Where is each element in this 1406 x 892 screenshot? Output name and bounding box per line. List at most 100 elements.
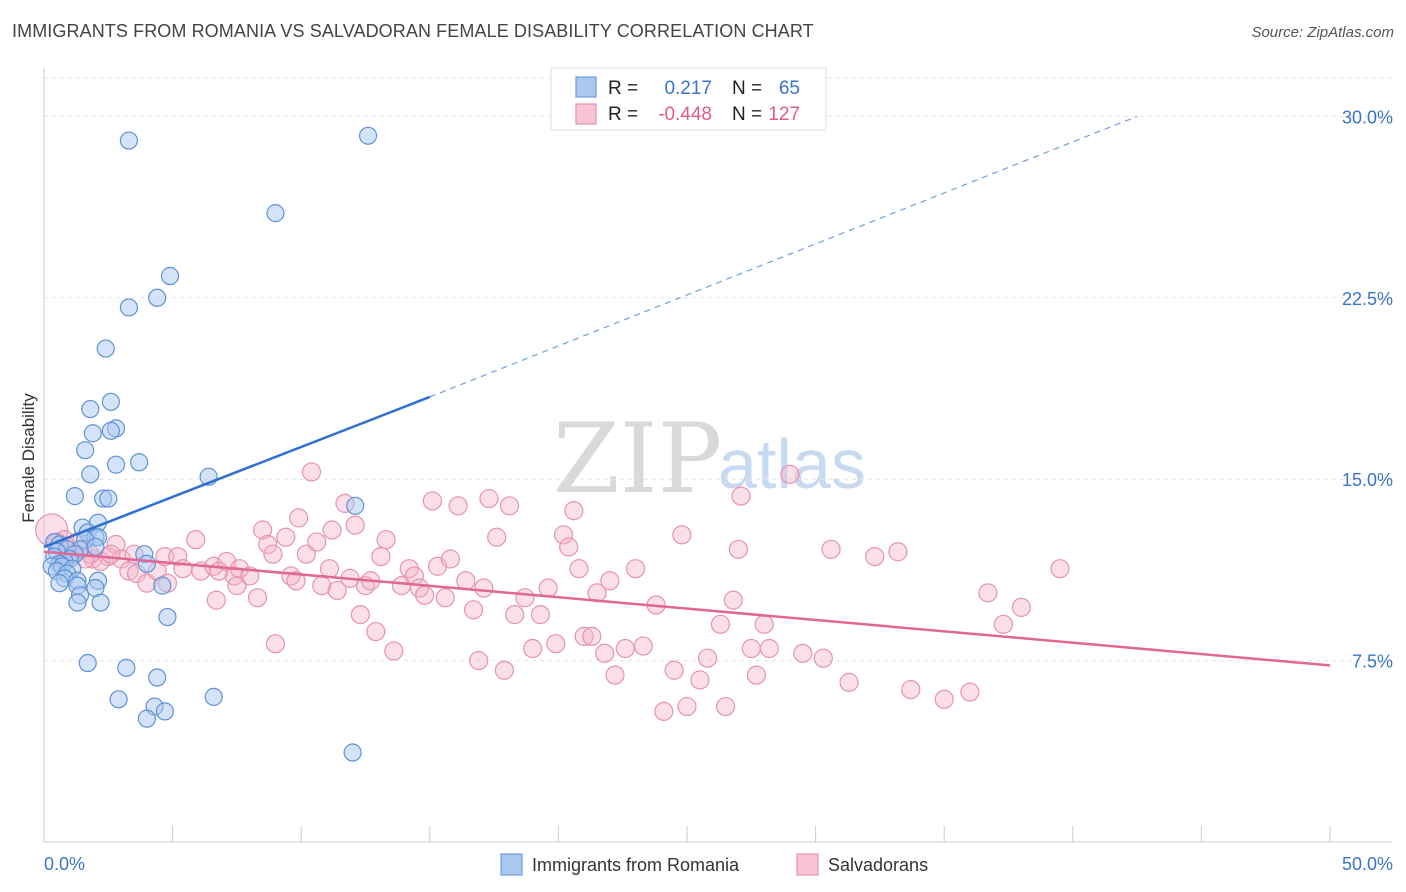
romania-point bbox=[130, 453, 149, 472]
salvadorans-point bbox=[595, 643, 615, 663]
salvadorans-point bbox=[574, 626, 594, 647]
romania-point bbox=[81, 399, 100, 419]
salvadorans-point bbox=[307, 532, 327, 552]
salvadorans-point bbox=[564, 501, 584, 521]
romania-point bbox=[81, 465, 100, 484]
romania-trend-line bbox=[43, 395, 431, 549]
salvadorans-point bbox=[523, 638, 543, 659]
salvadorans-point bbox=[371, 546, 391, 567]
salvadorans-point bbox=[839, 672, 859, 692]
salvadorans-point bbox=[538, 578, 558, 598]
salvadorans-point bbox=[474, 578, 494, 598]
axes bbox=[43, 68, 1392, 843]
salvadorans-trend-line bbox=[43, 550, 1331, 667]
legend-n-value-2: 127 bbox=[768, 104, 800, 125]
salvadorans-point bbox=[515, 588, 535, 608]
watermark-atlas: atlas bbox=[718, 425, 866, 503]
salvadorans-point bbox=[746, 665, 767, 685]
salvadorans-point bbox=[265, 634, 286, 654]
salvadorans-point bbox=[206, 590, 226, 610]
romania-point bbox=[346, 496, 365, 515]
salvadorans-point bbox=[664, 660, 684, 680]
romania-point bbox=[101, 392, 120, 411]
y-tick-labels: 7.5% 15.0% 22.5% 30.0% bbox=[1342, 107, 1393, 671]
salvadorans-point bbox=[263, 544, 283, 564]
x-tick-label-min: 0.0% bbox=[44, 854, 85, 874]
salvadorans-point bbox=[793, 643, 813, 663]
salvadorans-point bbox=[600, 571, 620, 591]
legend-r-label-1: R = bbox=[608, 78, 638, 99]
salvadorans-point bbox=[106, 534, 126, 555]
romania-point bbox=[68, 593, 87, 612]
romania-point bbox=[155, 702, 174, 721]
legend-n-label-2: N = bbox=[732, 104, 762, 125]
salvadorans-point bbox=[710, 614, 731, 634]
salvadorans-point bbox=[615, 638, 635, 659]
salvadorans-point bbox=[759, 638, 779, 659]
salvadorans-point bbox=[422, 491, 442, 511]
romania-point bbox=[50, 574, 69, 593]
romania-point bbox=[99, 489, 118, 508]
legend-swatch-blue bbox=[575, 76, 597, 98]
salvadorans-point bbox=[633, 636, 653, 656]
romania-point bbox=[148, 288, 167, 307]
salvadorans-point bbox=[168, 546, 188, 567]
watermark-zip: ZIP bbox=[553, 403, 722, 515]
salvadorans-point bbox=[319, 559, 340, 579]
legend-n-label-1: N = bbox=[732, 78, 762, 99]
salvadorans-point bbox=[366, 621, 386, 642]
romania-point bbox=[109, 690, 128, 709]
y-axis-label: Female Disability bbox=[19, 393, 38, 523]
romania-point bbox=[117, 658, 136, 677]
romania-trend-extension bbox=[429, 115, 1138, 398]
trend-lines bbox=[43, 115, 1331, 667]
salvadorans-point bbox=[376, 530, 396, 550]
salvadorans-point bbox=[448, 496, 468, 516]
romania-point bbox=[83, 424, 102, 443]
legend-box bbox=[550, 67, 827, 131]
salvadorans-point bbox=[479, 488, 499, 509]
legend-n-value-1: 65 bbox=[779, 78, 800, 99]
salvadorans-point bbox=[327, 580, 347, 601]
salvadorans-point bbox=[888, 542, 908, 562]
salvadorans-point bbox=[350, 605, 370, 625]
salvadorans-point bbox=[487, 527, 507, 547]
bottom-legend-swatch-pink bbox=[796, 853, 819, 876]
x-tick-labels: 0.0% 50.0% bbox=[44, 854, 1393, 874]
salvadorans-point bbox=[345, 515, 365, 535]
salvadorans-point bbox=[582, 626, 602, 647]
salvadorans-point bbox=[654, 701, 674, 721]
salvadorans-point bbox=[499, 496, 520, 516]
salvadorans-point bbox=[741, 638, 761, 659]
salvadorans-point bbox=[728, 539, 749, 559]
romania-point bbox=[86, 537, 105, 557]
romania-points bbox=[42, 126, 378, 762]
bottom-legend: Immigrants from Romania Salvadorans bbox=[500, 853, 928, 876]
salvadorans-point bbox=[505, 605, 525, 625]
salvadorans-point bbox=[186, 530, 206, 550]
romania-point bbox=[153, 576, 172, 595]
romania-point bbox=[76, 441, 95, 460]
salvadorans-point bbox=[978, 583, 998, 603]
salvadorans-point bbox=[546, 634, 566, 654]
salvadorans-point bbox=[731, 486, 751, 506]
y-tick-label-1: 15.0% bbox=[1342, 470, 1393, 490]
romania-point bbox=[343, 743, 362, 762]
legend: R = 0.217 N = 65 R = -0.448 N = 127 bbox=[550, 67, 827, 131]
salvadorans-point bbox=[258, 534, 278, 555]
salvadorans-point bbox=[276, 527, 296, 547]
watermark: ZIP atlas bbox=[553, 403, 866, 515]
salvadorans-point bbox=[723, 590, 743, 610]
salvadorans-point bbox=[253, 520, 273, 540]
salvadorans-point bbox=[821, 539, 841, 559]
y-tick-label-3: 30.0% bbox=[1342, 107, 1393, 127]
romania-point bbox=[106, 455, 126, 474]
romania-point bbox=[266, 204, 285, 223]
salvadorans-point bbox=[322, 520, 342, 540]
legend-r-label-2: R = bbox=[608, 104, 638, 125]
salvadorans-point bbox=[301, 462, 322, 482]
salvadorans-point bbox=[754, 614, 774, 634]
salvadorans-point bbox=[697, 648, 718, 668]
romania-point bbox=[119, 298, 138, 317]
